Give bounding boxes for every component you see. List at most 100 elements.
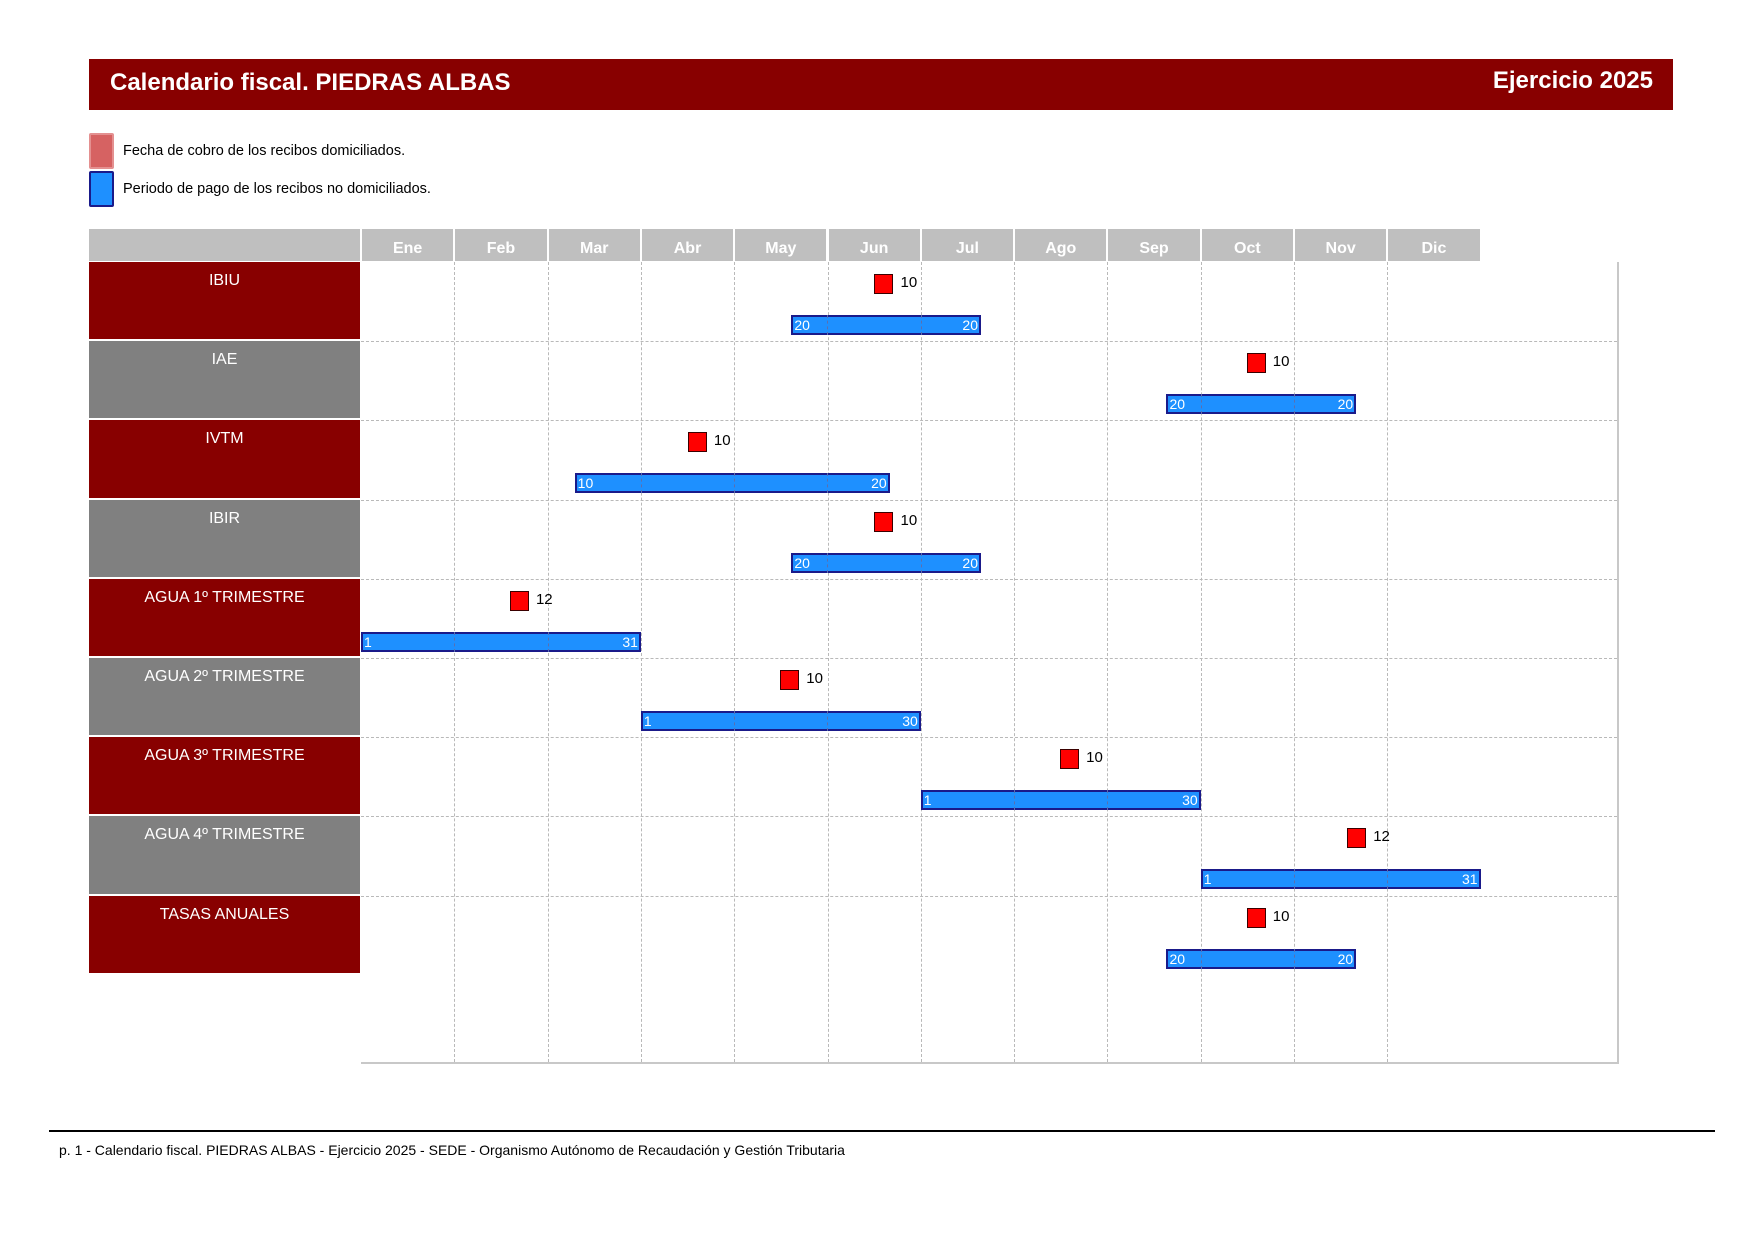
payment-period-bar: 1 30 xyxy=(920,790,1201,811)
period-start-label: 20 xyxy=(1169,396,1186,413)
period-end-label: 20 xyxy=(871,475,887,492)
footer-divider xyxy=(49,1130,1715,1132)
charge-date-marker xyxy=(1347,828,1367,849)
payment-period-bar: 10 20 xyxy=(574,473,890,494)
tax-row-label: AGUA 4º TRIMESTRE xyxy=(89,816,360,894)
legend-swatch-period xyxy=(89,171,114,207)
month-header-may: May xyxy=(735,229,827,261)
row-gridline xyxy=(361,420,1617,422)
month-header-jul: Jul xyxy=(921,229,1014,261)
month-gridline xyxy=(454,262,456,1062)
charge-date-label: 10 xyxy=(806,670,823,687)
period-start-label: 1 xyxy=(364,633,372,650)
month-gridline xyxy=(1107,262,1109,1062)
period-end-label: 30 xyxy=(902,713,918,729)
month-header-abr: Abr xyxy=(641,229,734,261)
bar-month-divider xyxy=(1107,790,1109,811)
bar-month-divider xyxy=(1293,948,1295,969)
bar-month-divider xyxy=(547,631,549,652)
month-gridline xyxy=(547,262,549,1062)
charge-date-label: 10 xyxy=(713,432,731,450)
month-gridline xyxy=(1014,262,1016,1062)
tax-row-label: IBIR xyxy=(89,499,360,577)
period-end-label: 31 xyxy=(1462,871,1478,888)
charge-date-marker xyxy=(874,511,894,532)
period-end-label: 20 xyxy=(962,317,978,333)
month-gridline xyxy=(640,262,642,1062)
month-gridline xyxy=(1200,262,1202,1062)
bar-month-divider xyxy=(920,315,922,335)
row-gridline xyxy=(361,658,1617,659)
charge-date-marker xyxy=(687,432,707,453)
legend-text-domiciled: Fecha de cobro de los recibos domiciliad… xyxy=(123,143,406,159)
grid-corner-header xyxy=(89,229,360,261)
tax-row-label: TASAS ANUALES xyxy=(89,895,360,973)
bar-month-divider xyxy=(1293,394,1295,415)
row-gridline xyxy=(361,895,1617,897)
legend-text-non-domiciled: Periodo de pago de los recibos no domici… xyxy=(123,181,431,197)
bar-month-divider xyxy=(1200,394,1202,415)
bar-month-divider xyxy=(734,473,736,494)
row-gridline xyxy=(361,737,1617,739)
charge-date-marker xyxy=(509,590,529,611)
month-header-mar: Mar xyxy=(548,229,640,261)
bar-month-divider xyxy=(827,552,829,573)
bar-month-divider xyxy=(454,631,456,652)
period-start-label: 20 xyxy=(794,554,810,571)
bar-month-divider xyxy=(1387,869,1389,890)
bar-month-divider xyxy=(1014,790,1016,811)
bar-month-divider xyxy=(640,473,642,494)
month-header-oct: Oct xyxy=(1201,229,1293,261)
fiscal-year-label: Ejercicio 2025 xyxy=(1492,67,1653,94)
row-gridline xyxy=(361,578,1617,580)
payment-period-bar: 20 20 xyxy=(791,552,981,573)
bar-month-divider xyxy=(920,552,922,573)
tax-row-label: AGUA 3º TRIMESTRE xyxy=(89,737,360,815)
calendar-cells-area: 10 20 20 10 20 20 10 10 20 10 20 20 12 1 31 10 1 30 10 1 30 1… xyxy=(361,262,1619,1064)
period-start-label: 10 xyxy=(577,475,594,492)
bar-month-divider xyxy=(827,711,829,731)
charge-date-label: 10 xyxy=(900,511,918,529)
month-gridline xyxy=(920,262,922,1062)
page-footer: p. 1 - Calendario fiscal. PIEDRAS ALBAS … xyxy=(59,1142,845,1158)
charge-date-label: 12 xyxy=(535,590,553,608)
payment-period-bar: 20 20 xyxy=(1166,394,1357,415)
month-gridline xyxy=(1387,262,1389,1062)
period-end-label: 31 xyxy=(622,633,638,650)
month-gridline xyxy=(1294,262,1295,1062)
period-end-label: 30 xyxy=(1182,792,1198,809)
page-title: Calendario fiscal. PIEDRAS ALBAS xyxy=(110,69,511,96)
month-gridline xyxy=(827,262,829,1062)
bar-month-divider xyxy=(827,315,829,335)
row-gridline xyxy=(361,499,1617,501)
bar-month-divider xyxy=(1293,869,1295,890)
bar-month-divider xyxy=(827,473,829,494)
period-end-label: 20 xyxy=(1337,396,1354,413)
tax-row-label: AGUA 1º TRIMESTRE xyxy=(89,578,360,656)
charge-date-label: 10 xyxy=(1272,353,1290,371)
month-header-nov: Nov xyxy=(1295,229,1387,261)
tax-row-label: AGUA 2º TRIMESTRE xyxy=(89,658,360,736)
charge-date-label: 10 xyxy=(1272,907,1290,925)
period-start-label: 20 xyxy=(1169,950,1186,967)
charge-date-marker xyxy=(780,670,800,690)
month-header-ene: Ene xyxy=(362,229,454,261)
tax-row-label: IAE xyxy=(89,341,360,419)
payment-period-bar: 20 20 xyxy=(1166,948,1357,969)
charge-date-label: 10 xyxy=(1086,749,1103,767)
period-start-label: 20 xyxy=(794,317,810,333)
period-start-label: 1 xyxy=(923,792,932,809)
row-gridline xyxy=(361,816,1617,818)
charge-date-marker xyxy=(1060,749,1080,770)
row-gridline xyxy=(361,341,1617,343)
payment-period-bar: 1 31 xyxy=(361,631,641,652)
month-header-sep: Sep xyxy=(1108,229,1200,261)
bar-month-divider xyxy=(1200,948,1202,969)
month-header-dic: Dic xyxy=(1388,229,1480,261)
payment-period-bar: 1 31 xyxy=(1200,869,1481,890)
month-header-ago: Ago xyxy=(1015,229,1107,261)
payment-period-bar: 1 30 xyxy=(640,711,921,731)
period-end-label: 20 xyxy=(1337,950,1354,967)
period-end-label: 20 xyxy=(962,554,978,571)
payment-period-bar: 20 20 xyxy=(791,315,981,335)
